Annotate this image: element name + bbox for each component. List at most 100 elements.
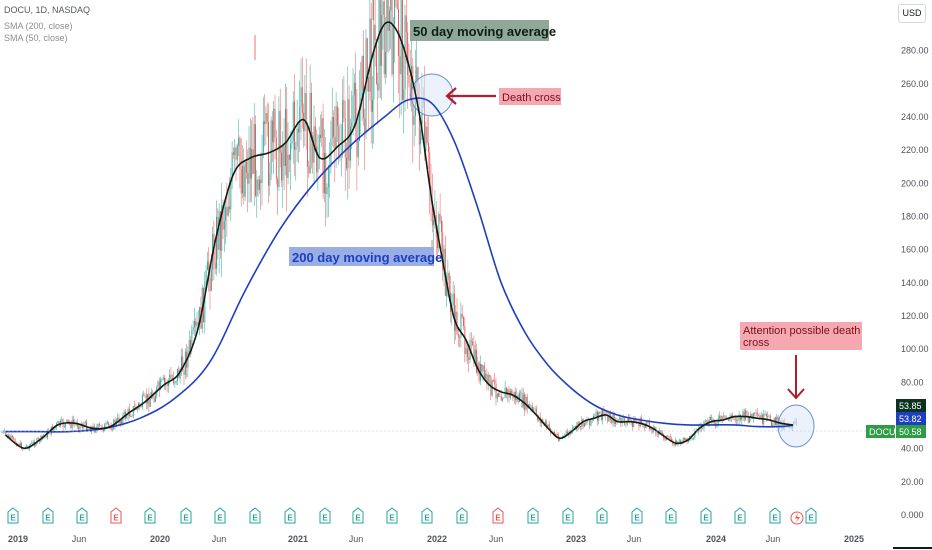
candle-body (468, 356, 470, 360)
candle-body (678, 440, 680, 442)
candle-body (658, 431, 659, 435)
candle-body (512, 394, 514, 399)
candle-body (620, 418, 622, 424)
candle-body (425, 126, 427, 151)
candle-body (337, 106, 338, 126)
candle-body (768, 415, 770, 417)
candle-body (476, 349, 477, 373)
candle-body (428, 143, 429, 153)
candle-body (630, 420, 632, 422)
candle-body (311, 92, 312, 136)
candle-body (632, 421, 633, 427)
candle-body (233, 152, 234, 155)
candle-body (725, 415, 727, 419)
candle-body (467, 348, 468, 357)
earnings-badge[interactable] (562, 507, 574, 524)
candle-body (684, 437, 685, 440)
candle-body (392, 24, 394, 75)
earnings-badge[interactable] (700, 507, 712, 524)
earnings-badge[interactable] (249, 507, 261, 524)
earnings-badge[interactable] (319, 507, 331, 524)
candle-body (277, 179, 279, 187)
x-tick-label: 2025 (844, 534, 864, 544)
candle-body (565, 431, 567, 434)
candle-body (221, 205, 223, 251)
earnings-badge[interactable] (596, 507, 608, 524)
candle-body (321, 118, 323, 138)
candle-body (244, 161, 246, 197)
earnings-badge[interactable] (527, 507, 539, 524)
candle-body (474, 349, 476, 363)
earnings-badge[interactable] (144, 507, 156, 524)
candle-body (607, 415, 609, 422)
earnings-badge[interactable] (284, 507, 296, 524)
earnings-badge[interactable] (492, 507, 504, 524)
y-tick-label: 40.00 (901, 444, 924, 454)
candle-body (532, 406, 533, 410)
candle-body (281, 152, 282, 181)
ma200-label: 200 day moving average (292, 250, 442, 265)
candle-body (359, 108, 360, 141)
x-tick-label: 2019 (8, 534, 28, 544)
candle-body (729, 418, 731, 421)
earnings-badge[interactable] (734, 507, 746, 524)
candle-body (472, 341, 474, 346)
candle-body (750, 413, 752, 417)
candle-body (747, 413, 749, 423)
earnings-badge[interactable] (665, 507, 677, 524)
candle-body (353, 82, 355, 96)
candle-body (552, 432, 554, 433)
sma200-legend[interactable]: SMA (200, close) (4, 21, 73, 31)
earnings-badge[interactable] (42, 507, 54, 524)
candle-body (485, 374, 487, 379)
earnings-badge[interactable] (421, 507, 433, 524)
candle-body (5, 431, 7, 435)
earnings-badge[interactable] (352, 507, 364, 524)
candle-body (738, 414, 740, 421)
ma200-label-bg (289, 247, 434, 266)
candle-body (548, 424, 550, 429)
earnings-badge[interactable] (386, 507, 398, 524)
candle-body (108, 422, 109, 426)
candle-body (70, 423, 72, 428)
earnings-badge[interactable] (631, 507, 643, 524)
candle-body (594, 415, 596, 417)
earnings-badge-glyph: E (113, 514, 119, 523)
candle-body (112, 429, 113, 431)
candle-body (669, 436, 671, 439)
candle-body (595, 411, 597, 416)
candle-body (197, 322, 199, 324)
earnings-badge[interactable] (805, 507, 817, 524)
candle-body (226, 207, 228, 216)
candle-body (745, 410, 746, 420)
earnings-badge[interactable] (180, 507, 192, 524)
candle-body (661, 432, 663, 435)
earnings-badge[interactable] (769, 507, 781, 524)
candle-body (534, 408, 536, 410)
earnings-badge[interactable] (7, 507, 19, 524)
candle-body (368, 77, 370, 92)
candle-body (322, 118, 324, 194)
candle-body (261, 152, 263, 184)
candle-body (169, 374, 171, 381)
candle-body (776, 416, 778, 425)
sma50-legend[interactable]: SMA (50, close) (4, 33, 68, 43)
candle-body (743, 411, 745, 420)
candle-body (174, 381, 176, 384)
earnings-badge[interactable] (214, 507, 226, 524)
candle-body (493, 380, 494, 381)
candle-body (446, 279, 448, 296)
candle-body (413, 116, 415, 125)
y-tick-label: 20.00 (901, 477, 924, 487)
currency-button[interactable]: USD (898, 4, 926, 23)
candle-body (181, 356, 182, 372)
candle-body (162, 377, 164, 380)
candle-body (31, 442, 33, 445)
earnings-badge[interactable] (110, 507, 122, 524)
earnings-badge[interactable] (456, 507, 468, 524)
earnings-badge[interactable] (76, 507, 88, 524)
chart-title: DOCU, 1D, NASDAQ (4, 5, 91, 15)
candle-body (486, 374, 488, 385)
candle-body (495, 383, 497, 399)
